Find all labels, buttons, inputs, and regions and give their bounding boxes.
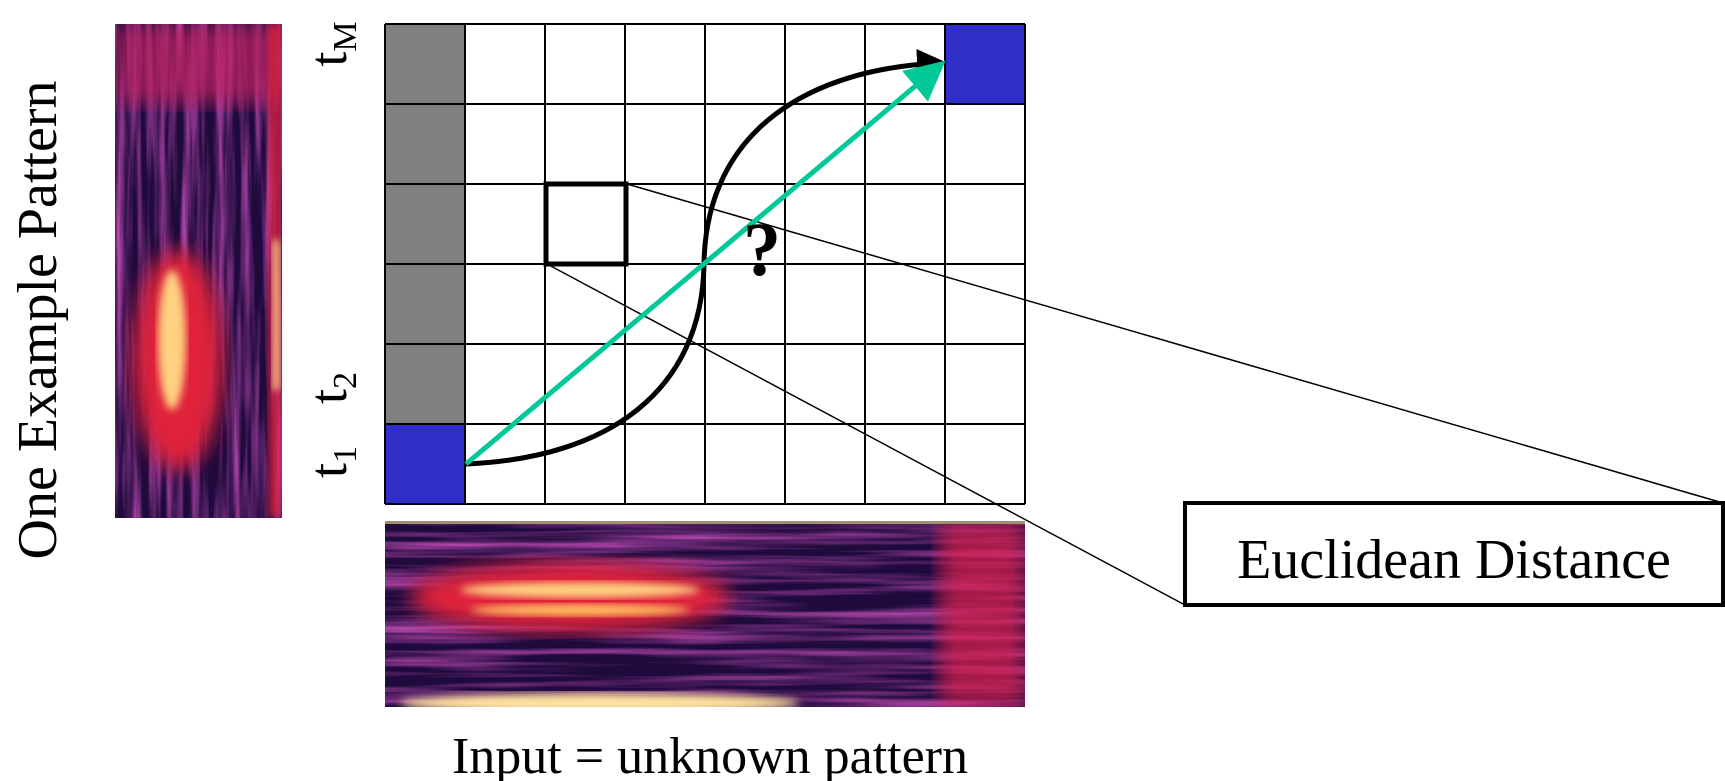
time-sub: 2 [327,372,364,389]
distance-label: Euclidean Distance [1237,529,1671,591]
y-axis-label: One Example Pattern [7,81,69,560]
label-box [1183,501,1725,607]
time-label: t2 [298,372,364,404]
question-mark: ? [743,208,781,292]
time-sub: M [327,21,364,51]
example-spectrogram [115,24,282,518]
time-label: tM [298,21,364,66]
dtw-grid [384,23,1026,505]
linear-path [464,60,946,466]
connector-line [546,263,1186,606]
connector-line [626,183,1724,504]
time-label: t1 [298,446,364,478]
time-base: t [298,389,358,404]
input-spectrogram [385,521,1025,707]
time-base: t [298,52,358,67]
time-base: t [298,463,358,478]
x-axis-label: Input = unknown pattern [452,728,968,781]
time-sub: 1 [327,446,364,463]
